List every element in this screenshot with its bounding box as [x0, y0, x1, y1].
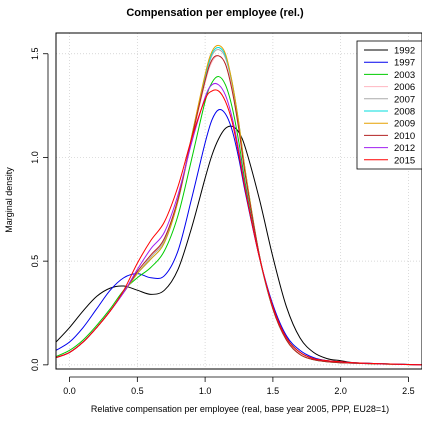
series-line-2015 [55, 89, 422, 366]
legend-label: 2012 [394, 143, 415, 154]
grid-layer [56, 33, 422, 369]
series-line-1992 [55, 125, 422, 366]
x-tick-label: 2.0 [334, 386, 347, 396]
x-tick-label: 0.5 [131, 386, 144, 396]
y-tick-label: 1.5 [30, 47, 40, 60]
legend-label: 2008 [394, 107, 415, 118]
legend-label: 1992 [394, 46, 415, 57]
legend-label: 2015 [394, 155, 415, 166]
legend-label: 2003 [394, 70, 415, 81]
x-tick-label: 0.0 [63, 386, 76, 396]
y-tick-label: 1.0 [30, 151, 40, 164]
chart-title: Compensation per employee (rel.) [126, 7, 304, 19]
x-tick-label: 2.5 [402, 386, 415, 396]
legend-label: 1997 [394, 58, 415, 69]
x-axis-label: Relative compensation per employee (real… [91, 404, 389, 414]
x-tick-label: 1.0 [199, 386, 212, 396]
y-tick-label: 0.0 [30, 359, 40, 372]
y-axis-label: Marginal density [4, 167, 14, 233]
y-tick-label: 0.5 [30, 255, 40, 268]
legend-label: 2010 [394, 131, 415, 142]
x-tick-label: 1.5 [267, 386, 280, 396]
legend-label: 2007 [394, 94, 415, 105]
series-layer [55, 44, 422, 366]
legend-label: 2006 [394, 82, 415, 93]
plot-frame [55, 32, 422, 370]
axis-layer: 0.0 0.5 1.0 1.5 2.0 2.5 0.0 0.5 1.0 1.5 [30, 47, 415, 396]
legend-label: 2009 [394, 119, 415, 130]
